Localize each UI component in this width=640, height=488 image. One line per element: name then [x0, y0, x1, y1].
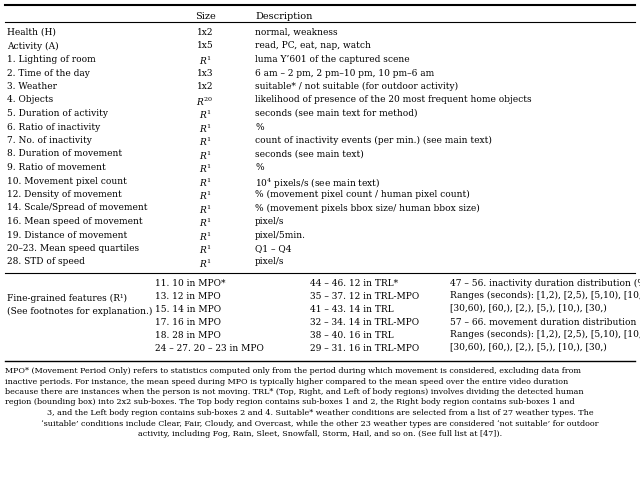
- Text: pixel/s: pixel/s: [255, 217, 285, 226]
- Text: 20–23. Mean speed quartiles: 20–23. Mean speed quartiles: [7, 244, 139, 253]
- Text: 14. Scale/Spread of movement: 14. Scale/Spread of movement: [7, 203, 147, 212]
- Text: normal, weakness: normal, weakness: [255, 28, 338, 37]
- Text: pixel/s: pixel/s: [255, 258, 285, 266]
- Text: 28. STD of speed: 28. STD of speed: [7, 258, 85, 266]
- Text: 12. Density of movement: 12. Density of movement: [7, 190, 122, 199]
- Text: $\mathit{R}^{1}$: $\mathit{R}^{1}$: [198, 163, 211, 175]
- Text: (See footnotes for explanation.): (See footnotes for explanation.): [7, 307, 152, 316]
- Text: 1x2: 1x2: [196, 82, 213, 91]
- Text: $\mathit{R}^{1}$: $\mathit{R}^{1}$: [198, 190, 211, 203]
- Text: % (movement pixels bbox size/ human bbox size): % (movement pixels bbox size/ human bbox…: [255, 203, 480, 213]
- Text: $\mathit{R}^{1}$: $\mathit{R}^{1}$: [198, 258, 211, 270]
- Text: 2. Time of the day: 2. Time of the day: [7, 68, 90, 78]
- Text: 47 – 56. inactivity duration distribution (%)
Ranges (seconds): [1,2), [2,5), [5: 47 – 56. inactivity duration distributio…: [450, 279, 640, 312]
- Text: likelihood of presence of the 20 most frequent home objects: likelihood of presence of the 20 most fr…: [255, 96, 532, 104]
- Text: $\mathit{R}^{1}$: $\mathit{R}^{1}$: [198, 177, 211, 189]
- Text: 5. Duration of activity: 5. Duration of activity: [7, 109, 108, 118]
- Text: 57 – 66. movement duration distribution (%)
Ranges (seconds): [1,2), [2,5), [5,1: 57 – 66. movement duration distribution …: [450, 318, 640, 351]
- Text: Fine-grained features (R¹): Fine-grained features (R¹): [7, 294, 127, 303]
- Text: 7. No. of inactivity: 7. No. of inactivity: [7, 136, 92, 145]
- Text: region (bounding box) into 2x2 sub-boxes. The Top body region contains sub-boxes: region (bounding box) into 2x2 sub-boxes…: [5, 399, 575, 407]
- Text: 13. 12 in MPO: 13. 12 in MPO: [155, 292, 221, 301]
- Text: $\mathit{R}^{1}$: $\mathit{R}^{1}$: [198, 217, 211, 229]
- Text: 38 – 40. 16 in TRL: 38 – 40. 16 in TRL: [310, 331, 394, 340]
- Text: 17. 16 in MPO: 17. 16 in MPO: [155, 318, 221, 327]
- Text: pixel/5min.: pixel/5min.: [255, 230, 306, 240]
- Text: 24 – 27. 20 – 23 in MPO: 24 – 27. 20 – 23 in MPO: [155, 344, 264, 353]
- Text: read, PC, eat, nap, watch: read, PC, eat, nap, watch: [255, 41, 371, 50]
- Text: 35 – 37. 12 in TRL-MPO: 35 – 37. 12 in TRL-MPO: [310, 292, 419, 301]
- Text: ‘suitable’ conditions include Clear, Fair, Cloudy, and Overcast, while the other: ‘suitable’ conditions include Clear, Fai…: [41, 420, 599, 427]
- Text: 18. 28 in MPO: 18. 28 in MPO: [155, 331, 221, 340]
- Text: 8. Duration of movement: 8. Duration of movement: [7, 149, 122, 159]
- Text: $\mathit{R}^{1}$: $\mathit{R}^{1}$: [198, 230, 211, 243]
- Text: $\mathit{R}^{1}$: $\mathit{R}^{1}$: [198, 55, 211, 67]
- Text: 6. Ratio of inactivity: 6. Ratio of inactivity: [7, 122, 100, 131]
- Text: % (movement pixel count / human pixel count): % (movement pixel count / human pixel co…: [255, 190, 470, 199]
- Text: Activity (A): Activity (A): [7, 41, 59, 51]
- Text: 10. Movement pixel count: 10. Movement pixel count: [7, 177, 127, 185]
- Text: 1x5: 1x5: [196, 41, 213, 50]
- Text: activity, including Fog, Rain, Sleet, Snowfall, Storm, Hail, and so on. (See ful: activity, including Fog, Rain, Sleet, Sn…: [138, 430, 502, 438]
- Text: Description: Description: [255, 12, 312, 21]
- Text: Q1 – Q4: Q1 – Q4: [255, 244, 291, 253]
- Text: because there are instances when the person is not moving. TRL* (Top, Right, and: because there are instances when the per…: [5, 388, 584, 396]
- Text: $\mathit{R}^{20}$: $\mathit{R}^{20}$: [196, 96, 214, 108]
- Text: suitable* / not suitable (for outdoor activity): suitable* / not suitable (for outdoor ac…: [255, 82, 458, 91]
- Text: 1x2: 1x2: [196, 28, 213, 37]
- Text: 3, and the Left body region contains sub-boxes 2 and 4. Suitable* weather condit: 3, and the Left body region contains sub…: [47, 409, 593, 417]
- Text: $10^4$ pixels/s (see main text): $10^4$ pixels/s (see main text): [255, 177, 380, 191]
- Text: 41 – 43. 14 in TRL: 41 – 43. 14 in TRL: [310, 305, 394, 314]
- Text: $\mathit{R}^{1}$: $\mathit{R}^{1}$: [198, 136, 211, 148]
- Text: $\mathit{R}^{1}$: $\mathit{R}^{1}$: [198, 109, 211, 122]
- Text: 1x3: 1x3: [196, 68, 213, 78]
- Text: $\mathit{R}^{1}$: $\mathit{R}^{1}$: [198, 122, 211, 135]
- Text: luma Y’601 of the captured scene: luma Y’601 of the captured scene: [255, 55, 410, 64]
- Text: Size: Size: [195, 12, 216, 21]
- Text: 29 – 31. 16 in TRL-MPO: 29 – 31. 16 in TRL-MPO: [310, 344, 419, 353]
- Text: $\mathit{R}^{1}$: $\mathit{R}^{1}$: [198, 149, 211, 162]
- Text: 11. 10 in MPO*: 11. 10 in MPO*: [155, 279, 225, 288]
- Text: seconds (see main text for method): seconds (see main text for method): [255, 109, 417, 118]
- Text: %: %: [255, 163, 264, 172]
- Text: %: %: [255, 122, 264, 131]
- Text: seconds (see main text): seconds (see main text): [255, 149, 364, 159]
- Text: 16. Mean speed of movement: 16. Mean speed of movement: [7, 217, 143, 226]
- Text: Health (H): Health (H): [7, 28, 56, 37]
- Text: $\mathit{R}^{1}$: $\mathit{R}^{1}$: [198, 244, 211, 256]
- Text: 44 – 46. 12 in TRL*: 44 – 46. 12 in TRL*: [310, 279, 398, 288]
- Text: 32 – 34. 14 in TRL-MPO: 32 – 34. 14 in TRL-MPO: [310, 318, 419, 327]
- Text: 9. Ratio of movement: 9. Ratio of movement: [7, 163, 106, 172]
- Text: 3. Weather: 3. Weather: [7, 82, 57, 91]
- Text: 6 am – 2 pm, 2 pm–10 pm, 10 pm–6 am: 6 am – 2 pm, 2 pm–10 pm, 10 pm–6 am: [255, 68, 435, 78]
- Text: $\mathit{R}^{1}$: $\mathit{R}^{1}$: [198, 203, 211, 216]
- Text: 15. 14 in MPO: 15. 14 in MPO: [155, 305, 221, 314]
- Text: MPO* (Movement Period Only) refers to statistics computed only from the period d: MPO* (Movement Period Only) refers to st…: [5, 367, 581, 375]
- Text: inactive periods. For instance, the mean speed during MPO is typically higher co: inactive periods. For instance, the mean…: [5, 378, 568, 386]
- Text: 19. Distance of movement: 19. Distance of movement: [7, 230, 127, 240]
- Text: count of inactivity events (per min.) (see main text): count of inactivity events (per min.) (s…: [255, 136, 492, 145]
- Text: 4. Objects: 4. Objects: [7, 96, 53, 104]
- Text: 1. Lighting of room: 1. Lighting of room: [7, 55, 96, 64]
